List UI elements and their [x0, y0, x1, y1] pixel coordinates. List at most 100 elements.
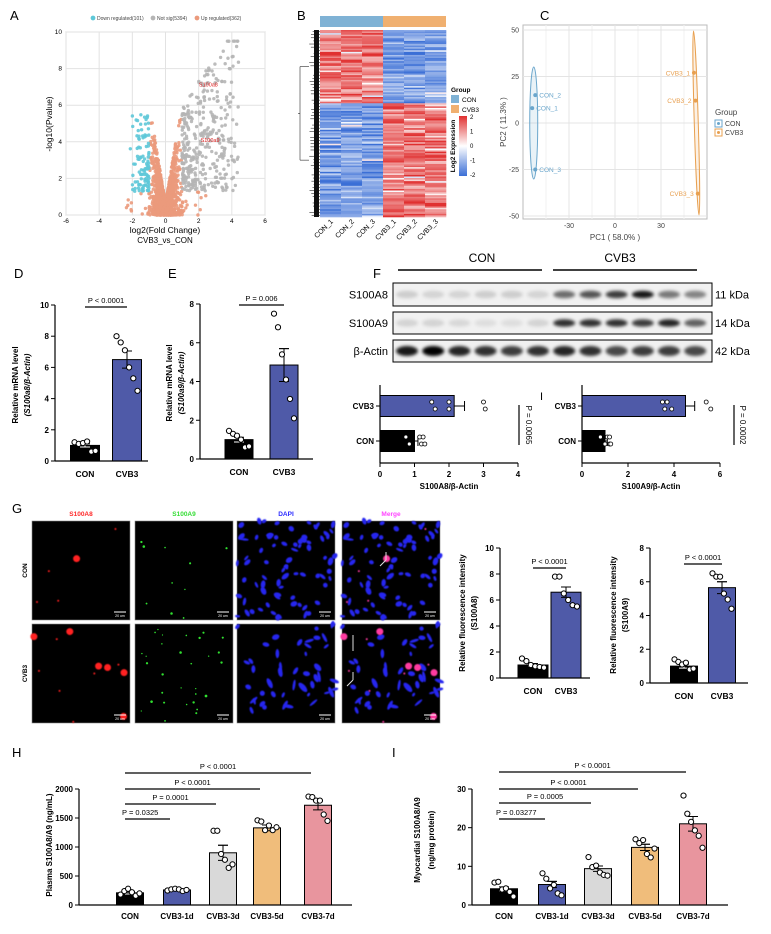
s100a8-signal: [340, 633, 348, 641]
panel-label: I: [392, 745, 396, 760]
point: [147, 191, 152, 195]
s100a9-signal: [180, 687, 182, 689]
point: [169, 169, 174, 174]
point: [220, 145, 224, 150]
data-point: [403, 434, 409, 440]
point: [211, 184, 215, 188]
legend-label: CVB3: [725, 130, 743, 137]
panel-label: D: [14, 266, 23, 281]
point: [175, 198, 179, 202]
data-point: [724, 596, 731, 603]
column-label: CVB3_2: [396, 218, 419, 241]
point: [146, 141, 151, 146]
point: [200, 154, 205, 158]
heatmap-cell: [320, 101, 342, 104]
s100a9-signal: [141, 652, 143, 655]
p-value: P < 0.0001: [174, 778, 210, 787]
heatmap-cell: [341, 68, 363, 71]
heatmap-cell: [383, 44, 405, 46]
point: [165, 193, 169, 197]
heatmap-cell: [404, 153, 426, 155]
point: [193, 183, 198, 188]
point: [151, 151, 155, 155]
data-point: [593, 862, 600, 869]
data-point: [432, 406, 438, 412]
heatmap-cell: [404, 61, 426, 64]
heatmap-cell: [383, 160, 405, 163]
heatmap-cell: [383, 117, 405, 120]
point: [530, 106, 535, 111]
y-tick-label: 0: [45, 457, 50, 466]
point: [183, 137, 187, 141]
heatmap-cell: [362, 118, 384, 121]
data-point: [218, 850, 225, 858]
point: [190, 92, 194, 97]
y-axis-label: (S100A9): [621, 598, 630, 633]
heatmap-cell: [425, 134, 447, 137]
point: [214, 175, 219, 180]
heatmap-cell: [320, 67, 342, 70]
heatmap-cell: [341, 135, 363, 138]
heatmap-cell: [341, 156, 363, 159]
heatmap-cell: [404, 178, 426, 180]
y-tick-label: 10: [40, 301, 49, 310]
point: [183, 120, 187, 125]
heatmap-cell: [383, 165, 405, 168]
point: [146, 181, 150, 185]
y-axis-label: (S100a8/β-Actin): [23, 353, 32, 416]
heatmap-cell: [320, 37, 342, 40]
heatmap-cell: [341, 92, 363, 95]
s100a9-signal: [189, 562, 192, 565]
heatmap-cell: [425, 178, 447, 180]
heatmap-cell: [362, 121, 384, 124]
heatmap-cell: [341, 153, 363, 155]
heatmap-cell: [404, 140, 426, 143]
s100a9-signal: [163, 701, 166, 704]
p-value: P < 0.0001: [685, 553, 721, 562]
heatmap-cell: [341, 64, 363, 67]
heatmap-cell: [404, 37, 426, 40]
heatmap-cell: [341, 126, 363, 129]
p-value: P = 0.0002: [738, 406, 747, 445]
heatmap-cell: [320, 79, 342, 82]
s100a9-signal: [220, 661, 223, 664]
point: [181, 209, 185, 214]
data-point: [273, 824, 280, 831]
point: [180, 133, 184, 137]
western-blot: CON CVB3 S100A8 11 kDa S100A9 14 kDa β-Actin 42…: [349, 251, 751, 363]
heatmap-cell: [341, 111, 363, 113]
point: [153, 141, 158, 145]
point: [695, 191, 700, 196]
data-point: [550, 881, 558, 888]
heatmap-cell: [425, 54, 447, 57]
hbar-chart-f-right: CON CVB3 0 2 4 6 S100A9/β-Actin P = 0.0002: [555, 385, 747, 491]
point: [156, 191, 160, 195]
point: [193, 150, 197, 154]
point: [143, 206, 148, 211]
x-tick-label: -4: [96, 218, 102, 225]
data-point: [130, 375, 137, 382]
heatmap-cell: [404, 148, 426, 151]
y-tick-label: 8: [190, 300, 195, 309]
heatmap-cell: [362, 104, 384, 107]
heatmap-cell: [425, 33, 447, 35]
point: [162, 196, 167, 200]
heatmap-cell: [404, 151, 426, 154]
point: [207, 66, 211, 70]
image-background: [31, 623, 131, 724]
scale-bar-label: 20 um: [115, 614, 125, 618]
legend-title: Group: [715, 108, 738, 117]
point: [164, 208, 168, 212]
heatmap-cell: [425, 126, 447, 129]
point: [216, 180, 221, 185]
blot-band: [448, 290, 471, 299]
image-background: [31, 520, 131, 621]
point: [223, 172, 227, 177]
blot-band: [605, 319, 628, 327]
data-point: [608, 441, 614, 447]
point: [201, 105, 206, 109]
heatmap-cell: [383, 50, 405, 53]
point: [236, 105, 240, 109]
blot-band: [553, 319, 576, 327]
heatmap-cell: [320, 65, 342, 68]
